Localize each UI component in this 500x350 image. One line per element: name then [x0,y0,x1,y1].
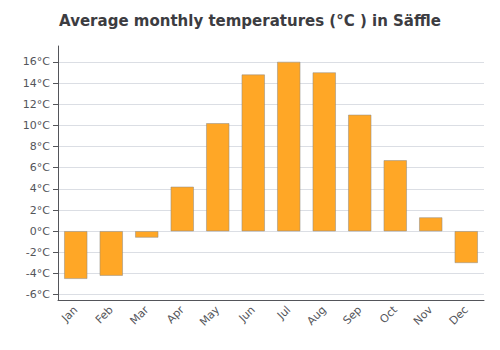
svg-text:10°C: 10°C [23,119,50,132]
svg-text:Dec: Dec [447,303,471,327]
svg-text:6°C: 6°C [30,161,50,174]
svg-text:Apr: Apr [164,303,187,326]
svg-text:Jul: Jul [274,303,293,322]
svg-text:Jan: Jan [58,303,80,325]
svg-text:12°C: 12°C [23,98,50,111]
svg-text:8°C: 8°C [30,140,50,153]
svg-text:Average monthly temperatures (: Average monthly temperatures (°C ) in Sä… [59,12,441,30]
svg-text:4°C: 4°C [30,182,50,195]
svg-text:-6°C: -6°C [26,288,50,301]
svg-text:Mar: Mar [127,303,151,327]
svg-text:May: May [197,303,223,329]
svg-text:14°C: 14°C [23,77,50,90]
svg-text:Aug: Aug [304,303,328,327]
svg-text:Oct: Oct [377,303,400,326]
svg-text:-2°C: -2°C [26,246,50,259]
svg-text:Feb: Feb [93,303,116,326]
svg-text:Nov: Nov [411,303,436,328]
svg-text:0°C: 0°C [30,225,50,238]
svg-text:16°C: 16°C [23,55,50,68]
svg-text:Jun: Jun [236,303,258,325]
svg-text:-4°C: -4°C [26,267,50,280]
svg-text:Sep: Sep [341,303,365,327]
svg-text:2°C: 2°C [30,204,50,217]
